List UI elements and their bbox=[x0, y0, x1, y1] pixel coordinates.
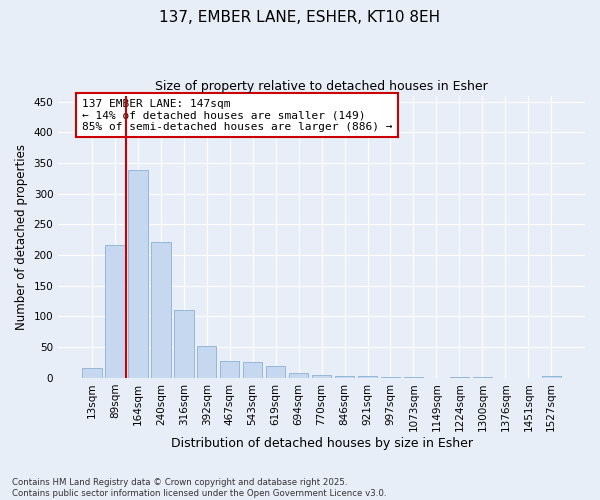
Bar bbox=[542, 376, 561, 378]
Bar bbox=[128, 170, 148, 378]
Bar bbox=[404, 377, 423, 378]
X-axis label: Distribution of detached houses by size in Esher: Distribution of detached houses by size … bbox=[170, 437, 473, 450]
Text: 137, EMBER LANE, ESHER, KT10 8EH: 137, EMBER LANE, ESHER, KT10 8EH bbox=[160, 10, 440, 25]
Text: Contains HM Land Registry data © Crown copyright and database right 2025.
Contai: Contains HM Land Registry data © Crown c… bbox=[12, 478, 386, 498]
Bar bbox=[197, 346, 217, 378]
Bar bbox=[449, 376, 469, 378]
Bar bbox=[82, 368, 101, 378]
Bar bbox=[243, 362, 262, 378]
Y-axis label: Number of detached properties: Number of detached properties bbox=[15, 144, 28, 330]
Title: Size of property relative to detached houses in Esher: Size of property relative to detached ho… bbox=[155, 80, 488, 93]
Text: 137 EMBER LANE: 147sqm
← 14% of detached houses are smaller (149)
85% of semi-de: 137 EMBER LANE: 147sqm ← 14% of detached… bbox=[82, 98, 392, 132]
Bar bbox=[174, 310, 194, 378]
Bar bbox=[220, 362, 239, 378]
Bar bbox=[335, 376, 355, 378]
Bar bbox=[289, 373, 308, 378]
Bar bbox=[312, 375, 331, 378]
Bar bbox=[358, 376, 377, 378]
Bar bbox=[151, 242, 170, 378]
Bar bbox=[381, 376, 400, 378]
Bar bbox=[105, 246, 125, 378]
Bar bbox=[473, 377, 492, 378]
Bar bbox=[266, 366, 286, 378]
